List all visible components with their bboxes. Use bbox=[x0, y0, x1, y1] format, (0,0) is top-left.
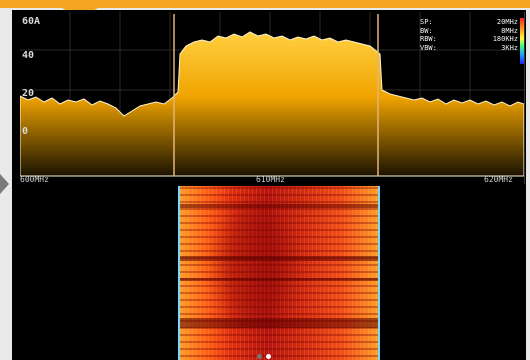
freq-center-label: 610MHz bbox=[256, 175, 285, 184]
page-indicator[interactable] bbox=[257, 353, 271, 360]
y-axis-top-label: 60A bbox=[22, 16, 41, 27]
y-axis-label-40: 40 bbox=[22, 50, 35, 61]
waterfall-band bbox=[180, 278, 378, 281]
waterfall-band bbox=[180, 318, 378, 328]
span-value: 20MHz bbox=[496, 18, 518, 26]
spectrum-trace bbox=[20, 31, 524, 177]
span-key: SP: bbox=[420, 18, 433, 26]
spectrum-plot bbox=[20, 12, 524, 177]
freq-start-label: 600MHz bbox=[20, 175, 49, 184]
frequency-axis: 600MHz 610MHz 620MHz bbox=[20, 174, 524, 186]
rbw-row: RBW: 180KHz bbox=[420, 35, 518, 44]
waterfall-band bbox=[180, 256, 378, 261]
side-panel-handle-icon[interactable] bbox=[0, 174, 9, 194]
bandwidth-key: BW: bbox=[420, 26, 433, 35]
page-dot-1[interactable] bbox=[257, 354, 262, 359]
freq-stop-label: 620MHz bbox=[484, 175, 513, 184]
top-status-bar bbox=[0, 0, 530, 8]
rbw-key: RBW: bbox=[420, 35, 437, 43]
waterfall-panel[interactable] bbox=[178, 186, 380, 360]
bandwidth-row: BW: 8MHz bbox=[420, 27, 518, 36]
vbw-row: VBW: 3KHz bbox=[420, 44, 518, 53]
vbw-key: VBW: bbox=[420, 43, 437, 52]
y-axis-label-20: 20 bbox=[22, 88, 35, 99]
color-scale-bar bbox=[520, 18, 524, 64]
analyzer-screen: 60A 40 20 0 SP: 20MHz BW: 8MHz RBW: 180K… bbox=[12, 10, 526, 360]
settings-readout[interactable]: SP: 20MHz BW: 8MHz RBW: 180KHz VBW: 3KHz bbox=[420, 18, 518, 52]
span-row: SP: 20MHz bbox=[420, 18, 518, 27]
spectrum-panel[interactable]: 60A 40 20 0 SP: 20MHz BW: 8MHz RBW: 180K… bbox=[20, 12, 525, 184]
rbw-value: 180KHz bbox=[492, 35, 518, 43]
waterfall-band bbox=[180, 204, 378, 208]
waterfall-hotspot bbox=[220, 206, 290, 326]
vbw-value: 3KHz bbox=[501, 43, 518, 52]
page-dot-2[interactable] bbox=[266, 354, 271, 359]
y-axis-label-0: 0 bbox=[22, 126, 29, 137]
bandwidth-value: 8MHz bbox=[501, 26, 518, 35]
